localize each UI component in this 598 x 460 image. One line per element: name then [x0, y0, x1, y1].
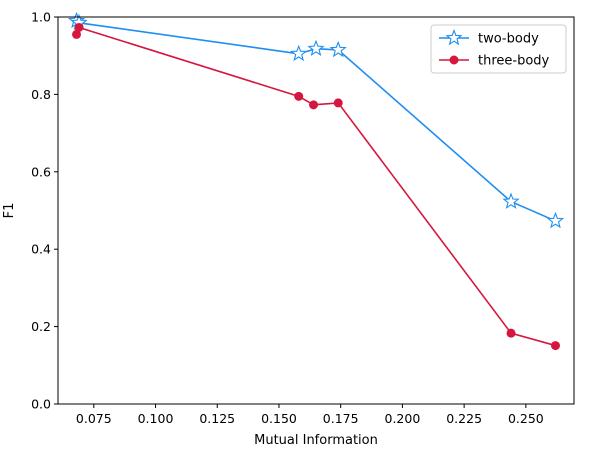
data-point-three-body [506, 328, 516, 338]
y-tick-label: 0.0 [31, 397, 51, 412]
data-point-three-body [294, 91, 304, 101]
legend-entry-three-body: three-body [439, 54, 550, 69]
y-tick-label: 0.8 [31, 87, 51, 102]
data-point-three-body [74, 22, 84, 32]
y-axis-label: F1 [2, 203, 17, 219]
legend-entries: two-body three-body [439, 28, 550, 69]
data-point-two-body [546, 211, 565, 229]
legend-box [430, 24, 567, 74]
x-tick-label: 0.150 [261, 411, 297, 426]
data-point-two-body [502, 192, 520, 209]
x-tick-label: 0.175 [323, 411, 359, 426]
series-three-body [72, 22, 560, 351]
legend-swatch-marker [445, 28, 463, 46]
data-point-two-body [307, 39, 325, 57]
series-two-body [67, 11, 565, 229]
y-tick-label: 0.6 [31, 164, 51, 179]
data-point-two-body [290, 44, 308, 62]
y-axis: 0.0 0.2 0.4 0.6 0.8 1.0 [31, 10, 58, 412]
legend-label: three-body [478, 54, 550, 69]
data-point-three-body [550, 341, 560, 351]
y-tick-label: 1.0 [31, 10, 51, 25]
x-tick-label: 0.250 [508, 411, 544, 426]
y-tick-label: 0.4 [31, 242, 51, 257]
x-tick-label: 0.075 [76, 411, 112, 426]
legend: two-body three-body [430, 24, 567, 74]
x-tick-label: 0.225 [446, 411, 482, 426]
x-axis-label: Mutual Information [254, 433, 378, 448]
data-point-three-body [333, 98, 343, 108]
data-point-three-body [309, 100, 319, 110]
x-tick-label: 0.125 [199, 411, 235, 426]
x-tick-label: 0.100 [138, 411, 174, 426]
y-tick-label: 0.2 [31, 319, 51, 334]
legend-entry-two-body: two-body [439, 28, 539, 47]
plot-frame [57, 16, 575, 405]
x-axis: 0.075 0.100 0.125 0.150 0.175 0.200 0.225 0.250 [76, 404, 544, 426]
x-tick-label: 0.200 [385, 411, 421, 426]
legend-label: two-body [478, 32, 539, 47]
legend-swatch-marker [449, 55, 459, 65]
series-layer [67, 11, 565, 351]
data-point-two-body [329, 40, 347, 58]
